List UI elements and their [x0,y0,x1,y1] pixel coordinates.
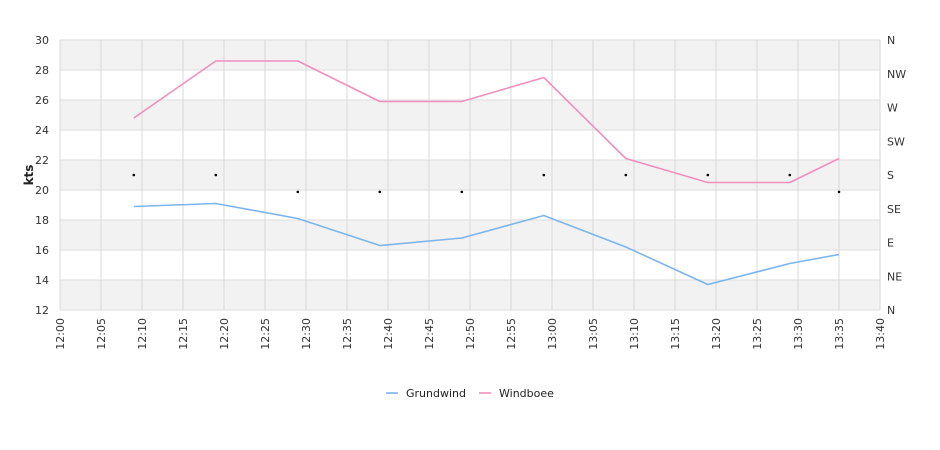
series-line [133,60,840,184]
x-tick-label: 12:50 [464,318,477,350]
x-tick-label: 13:15 [669,318,682,350]
direction-marker [837,190,841,194]
y-tick-label: 28 [35,64,49,77]
vertical-gridlines [59,40,881,310]
x-tick-label: 12:30 [300,318,313,350]
x-tick-label: 13:05 [587,318,600,350]
x-tick-label: 12:25 [259,318,272,350]
legend-label: Windboee [499,387,554,400]
right-axis-label: NW [887,68,906,81]
horizontal-gridlines [60,39,880,311]
y-tick-label: 26 [35,94,49,107]
direction-marker [788,173,792,177]
right-axis-label: NE [887,270,902,283]
x-tick-label: 13:00 [546,318,559,350]
right-axis-label: E [887,237,894,250]
direction-marker [624,173,628,177]
x-tick-label: 13:30 [792,318,805,350]
right-axis-label: SE [887,203,901,216]
y-tick-label: 24 [35,124,49,137]
x-tick-label: 12:15 [177,318,190,350]
series-line [133,202,840,286]
legend: Grundwind Windboee [386,387,554,400]
y-tick-label: 12 [35,304,49,317]
x-tick-label: 12:40 [382,318,395,350]
x-tick-label: 13:40 [874,318,887,350]
x-tick-label: 13:10 [628,318,641,350]
y-tick-label: 14 [35,274,49,287]
right-axis-label: N [887,34,895,47]
x-axis-ticks: 12:00 12:05 12:10 12:15 12:20 12:25 12:30 12:35… [54,318,887,350]
right-axis-label: N [887,304,895,317]
x-tick-label: 12:20 [218,318,231,350]
x-tick-label: 12:35 [341,318,354,350]
right-axis-label: W [887,102,898,115]
x-tick-label: 12:55 [505,318,518,350]
x-tick-label: 13:25 [751,318,764,350]
x-tick-label: 12:05 [95,318,108,350]
direction-marker [706,173,710,177]
direction-marker [214,173,218,177]
direction-markers [132,173,841,194]
right-axis-label: S [887,169,894,182]
direction-marker [378,190,382,194]
right-axis-label: SW [887,135,905,148]
y-tick-label: 16 [35,244,49,257]
y-axis-label: kts [22,165,36,186]
x-tick-label: 13:35 [833,318,846,350]
x-tick-label: 12:45 [423,318,436,350]
right-axis-ticks: N NE E SE S SW W NW N [887,34,906,317]
y-tick-label: 20 [35,184,49,197]
legend-label: Grundwind [406,387,466,400]
x-tick-label: 13:20 [710,318,723,350]
x-tick-label: 12:10 [136,318,149,350]
y-tick-label: 30 [35,34,49,47]
x-tick-label: 12:00 [54,318,67,350]
y-tick-label: 22 [35,154,49,167]
y-tick-label: 18 [35,214,49,227]
direction-marker [132,173,136,177]
series-lines [133,60,840,286]
direction-marker [542,173,546,177]
y-axis-ticks: 12 14 16 18 20 22 24 26 28 30 [35,34,49,317]
direction-marker [460,190,464,194]
direction-marker [296,190,300,194]
